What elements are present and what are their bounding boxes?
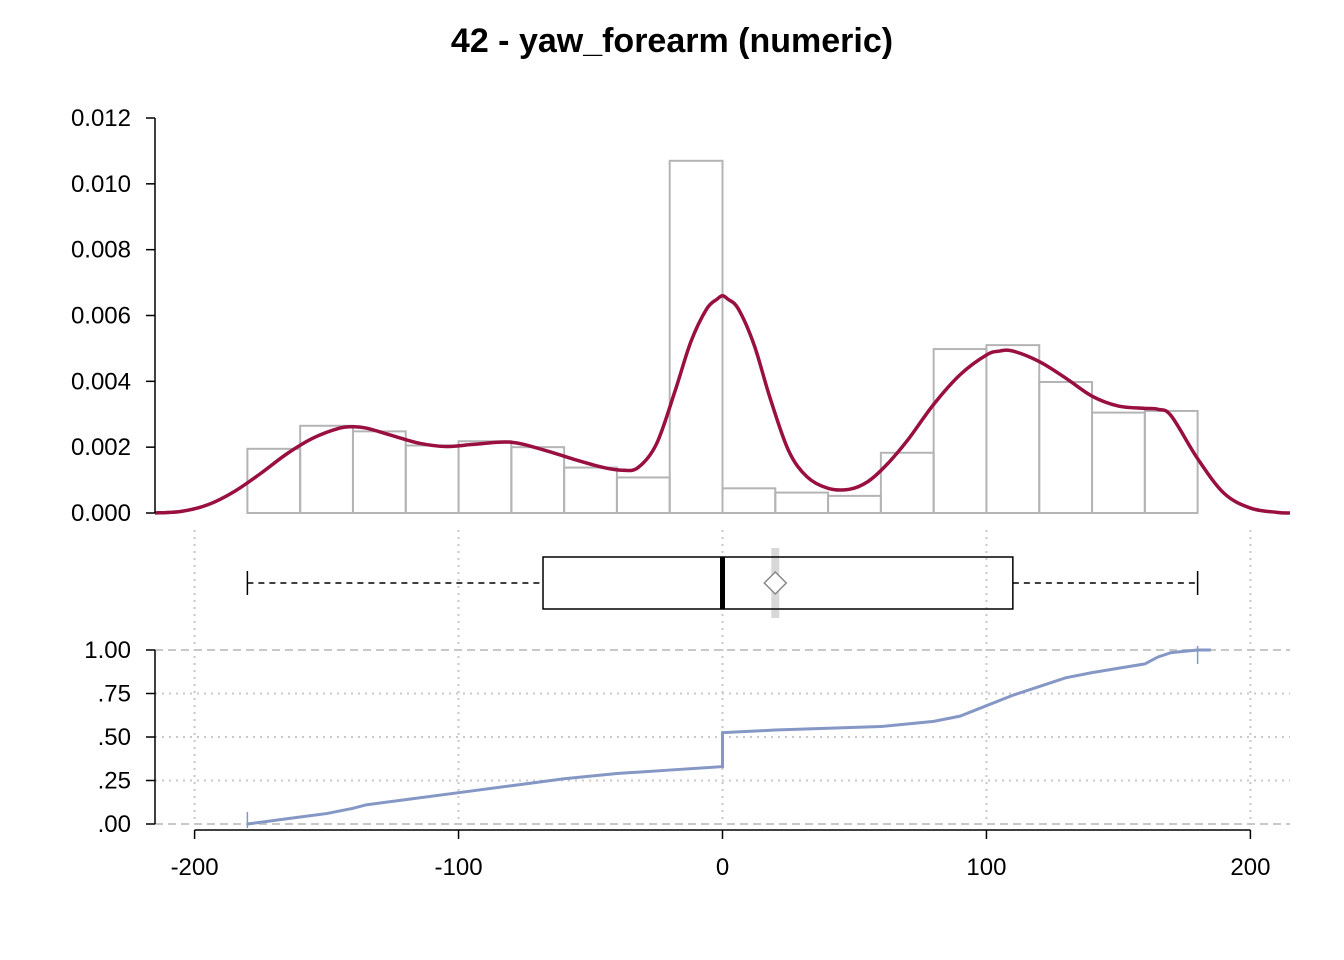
x-tick-label: 100 <box>966 854 1006 881</box>
histogram-bar <box>563 466 618 515</box>
histogram-bar <box>985 344 1041 514</box>
x-tick-label: 0 <box>716 854 729 881</box>
histogram-bar <box>404 444 460 515</box>
histogram-bar <box>351 430 407 514</box>
density-y-tick-label: 0.010 <box>71 171 131 198</box>
histogram-bar <box>774 491 830 515</box>
ecdf-plot <box>246 646 1211 828</box>
histogram-bar <box>721 487 777 514</box>
histogram-bar <box>1038 380 1094 514</box>
ecdf-y-tick-label: 1.00 <box>84 637 131 664</box>
boxplot <box>246 548 1199 618</box>
density-y-tick-label: 0.008 <box>71 237 131 264</box>
density-y-tick-label: 0.002 <box>71 434 131 461</box>
density-y-tick-label: 0.004 <box>71 368 131 395</box>
histogram-bar <box>510 446 566 514</box>
histogram-bar <box>827 494 882 514</box>
ecdf-y-tick-label: .25 <box>98 768 131 795</box>
axes: 0.000 0.002 0.004 0.006 0.008 0.010 0.012 .00 .2… <box>71 105 1270 881</box>
histogram-bar <box>457 440 513 514</box>
ecdf-y-tick-label: .00 <box>98 811 131 838</box>
density-y-tick-label: 0.000 <box>71 500 131 527</box>
density-curve <box>154 293 1291 515</box>
chart-title: 42 - yaw_forearm (numeric) <box>451 22 893 60</box>
density-line <box>154 293 1291 515</box>
density-y-tick-label: 0.006 <box>71 303 131 330</box>
histogram-bar <box>668 159 724 515</box>
density-y-tick-label: 0.012 <box>71 105 131 132</box>
histogram-bar <box>615 476 671 515</box>
histogram <box>246 159 1199 515</box>
ecdf-y-tick-label: .50 <box>98 724 131 751</box>
histogram-bar <box>1091 411 1146 514</box>
iqr-box <box>542 556 1014 610</box>
x-tick-label: -200 <box>171 854 219 881</box>
x-tick-label: 200 <box>1230 854 1270 881</box>
x-tick-label: -100 <box>435 854 483 881</box>
mean-marker <box>763 570 788 596</box>
histogram-bar <box>246 447 302 514</box>
ecdf-y-tick-label: .75 <box>98 681 131 708</box>
ecdf-line <box>247 648 1198 826</box>
histogram-bar <box>1143 409 1199 515</box>
